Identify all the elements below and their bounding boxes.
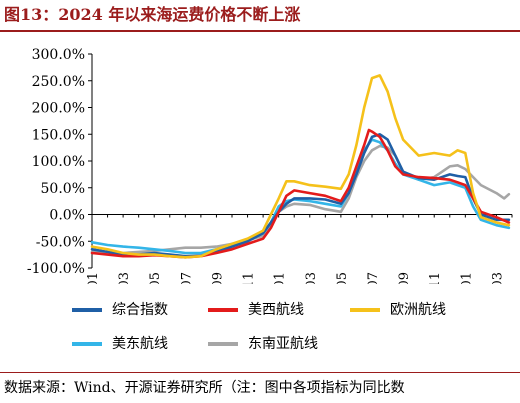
series-line-southeast-asia [90, 144, 511, 255]
y-tick-label: 100.0% [32, 154, 85, 170]
x-tick-label: 2024-09 [397, 272, 412, 284]
legend-item-southeast-asia: 东南亚航线 [208, 333, 318, 355]
x-tick-label: 2024-07 [366, 272, 381, 284]
legend-swatch-us-east [72, 342, 102, 346]
legend-label-europe: 欧洲航线 [390, 302, 446, 318]
series-line-us-west [90, 128, 511, 259]
x-tick-label: 2023-01 [86, 272, 101, 284]
y-tick-label: -50.0% [36, 234, 85, 250]
y-tick-label: 0.0% [49, 208, 85, 224]
legend-swatch-composite [72, 308, 102, 312]
legend-swatch-europe [350, 308, 380, 312]
y-tick-label: 250.0% [32, 74, 85, 90]
x-tick-label: 2023-05 [148, 272, 163, 284]
x-tick-label: 2024-01 [273, 272, 288, 284]
x-tick-label: 2023-09 [210, 272, 225, 284]
footer-divider [0, 372, 520, 373]
series-line-europe [90, 74, 511, 259]
series-line-composite [90, 133, 511, 258]
x-tick-label: 2024-05 [335, 272, 350, 284]
legend-swatch-southeast-asia [208, 342, 238, 346]
legend-item-us-west: 美西航线 [208, 299, 304, 321]
title-divider [0, 30, 520, 32]
y-tick-label: 300.0% [32, 47, 85, 63]
y-axis: 300.0% 250.0% 200.0% 150.0% 100.0% 50.0% 0.0% -… [27, 47, 93, 277]
x-tick-label: 2024-11 [428, 272, 443, 284]
legend-label-composite: 综合指数 [112, 302, 168, 318]
y-tick-label: 200.0% [32, 101, 85, 117]
y-tick-label: -100.0% [27, 261, 85, 277]
series-layer [90, 74, 511, 259]
x-axis: 2023-01 2023-03 2023-05 2023-07 2023-09 2023-… [86, 214, 513, 284]
legend-label-us-east: 美东航线 [112, 336, 168, 352]
legend-item-us-east: 美东航线 [72, 333, 168, 355]
x-tick-label: 2023-11 [242, 272, 257, 284]
x-tick-label: 2023-07 [179, 272, 194, 284]
legend-swatch-us-west [208, 308, 238, 312]
legend-label-us-west: 美西航线 [248, 302, 304, 318]
source-note: 数据来源：Wind、开源证券研究所（注：图中各项指标为同比数 [4, 380, 405, 396]
y-tick-label: 50.0% [41, 181, 85, 197]
x-tick-label: 2024-03 [304, 272, 319, 284]
y-tick-label: 150.0% [32, 127, 85, 143]
x-tick-label: 2025-01 [459, 272, 474, 284]
x-tick-label: 2023-03 [117, 272, 132, 284]
legend-label-southeast-asia: 东南亚航线 [248, 336, 318, 352]
x-tick-label: 2025-03 [490, 272, 505, 284]
chart-legend: 综合指数 美西航线 欧洲航线 美东航线 东南亚航线 [0, 295, 520, 365]
legend-item-europe: 欧洲航线 [350, 299, 446, 321]
series-line-us-east [90, 138, 511, 255]
line-chart: 300.0% 250.0% 200.0% 150.0% 100.0% 50.0% 0.0% -… [27, 47, 513, 284]
chart-title: 图13：2024 年以来海运费价格不断上涨 [4, 5, 301, 24]
legend-item-composite: 综合指数 [72, 299, 168, 321]
